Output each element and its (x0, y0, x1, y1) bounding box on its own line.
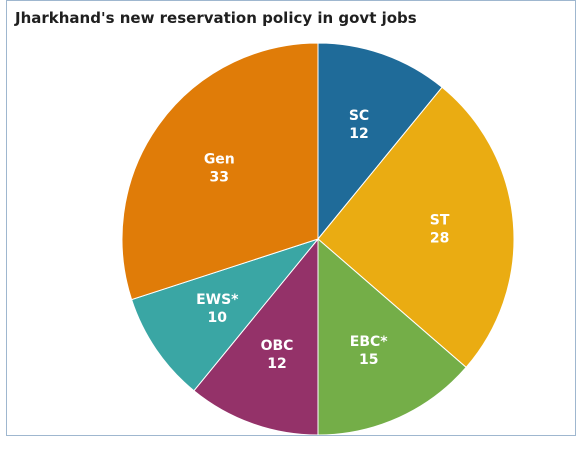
slice-label-gen: Gen (204, 151, 235, 167)
pie-slice-obc (193, 237, 319, 435)
slice-label-ebc: EBC* (350, 334, 389, 350)
slice-label-sc: SC (349, 108, 369, 124)
chart-frame: Jharkhand's new reservation policy in go… (6, 0, 576, 436)
slice-label-st: ST (430, 213, 450, 229)
pie-slice-ews (130, 237, 320, 392)
slice-value-obc: 12 (267, 356, 286, 372)
pie-chart: SC 12 ST 28 EBC* 15 OBC 12 EWS* 10 Gen 33 (121, 42, 515, 435)
slice-value-ebc: 15 (359, 352, 378, 368)
slice-label-ews: EWS* (196, 292, 239, 308)
chart-title: Jharkhand's new reservation policy in go… (15, 9, 417, 27)
slice-value-gen: 33 (210, 169, 229, 185)
slice-value-ews: 10 (208, 310, 228, 326)
pie-slice-ebc (317, 237, 467, 435)
pie-slice-gen (121, 42, 319, 301)
slice-value-st: 28 (430, 231, 449, 247)
slice-label-obc: OBC (261, 338, 294, 354)
pie-slice-sc (317, 42, 443, 241)
pie-slice-st (317, 86, 515, 369)
slice-value-sc: 12 (349, 126, 368, 142)
